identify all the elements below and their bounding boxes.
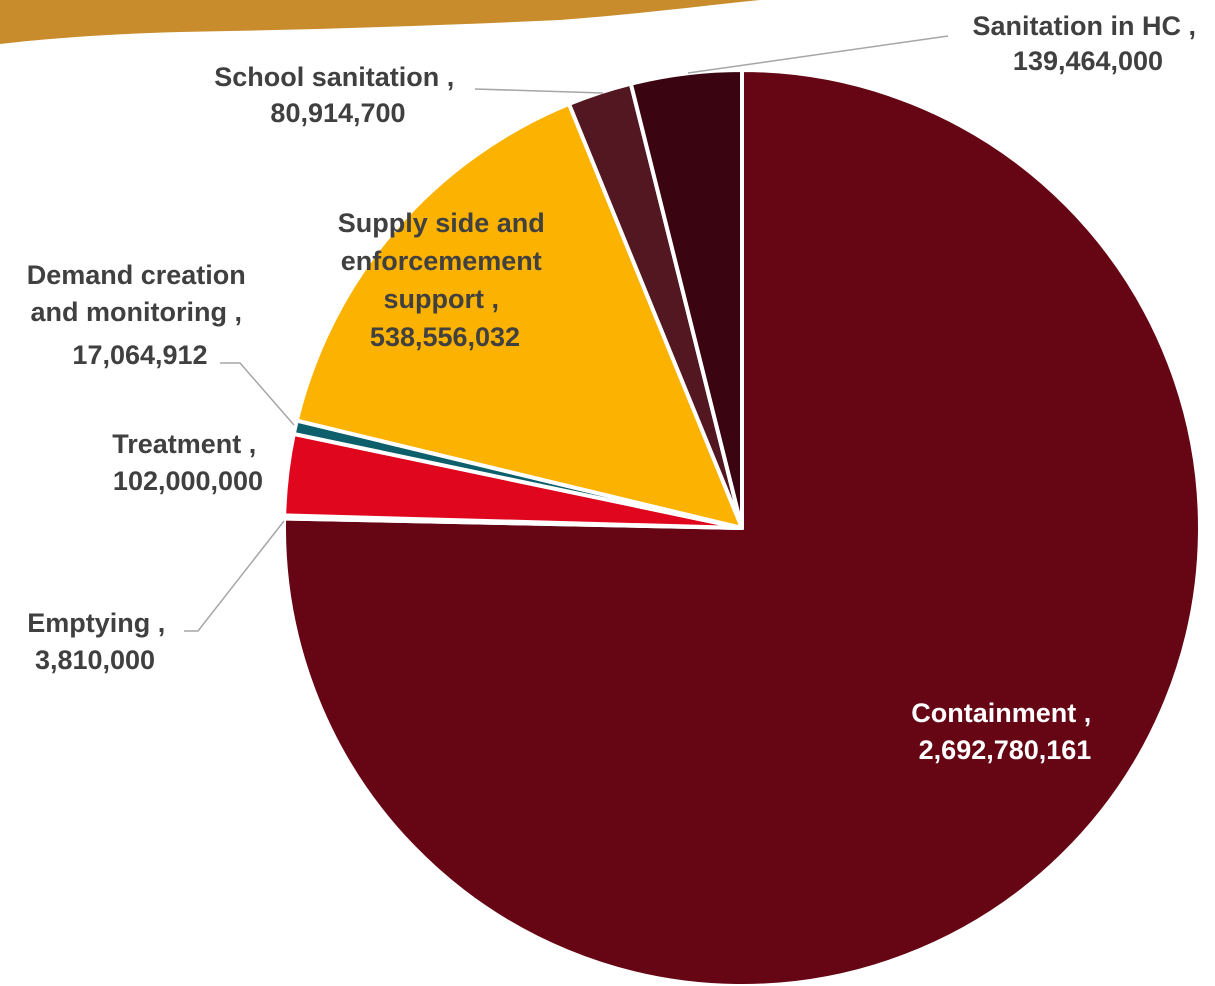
label-demand: Demand creation and monitoring , 17,064,… bbox=[27, 260, 254, 370]
label-supply: Supply side and enforcemement support , … bbox=[338, 208, 553, 352]
brush-stroke-decoration bbox=[0, 0, 760, 44]
leader-line-demand bbox=[220, 362, 295, 426]
leader-line-emptying bbox=[184, 520, 285, 632]
label-containment: Containment , 2,692,780,161 bbox=[911, 698, 1099, 765]
leader-line-hc bbox=[687, 35, 949, 74]
pie-slice-supply bbox=[294, 101, 744, 530]
leader-line-school bbox=[474, 88, 604, 94]
label-treatment: Treatment , 102,000,000 bbox=[112, 429, 264, 496]
pie-slice-hc bbox=[628, 68, 744, 530]
label-emptying: Emptying , 3,810,000 bbox=[27, 608, 173, 675]
label-hc: Sanitation in HC , 139,464,000 bbox=[972, 11, 1203, 76]
label-school: School sanitation , 80,914,700 bbox=[214, 62, 462, 128]
